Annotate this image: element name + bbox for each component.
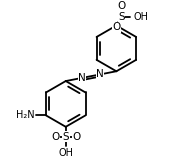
Text: S: S [118, 12, 125, 22]
Text: OH: OH [58, 148, 73, 158]
Text: O: O [72, 132, 80, 142]
Text: O: O [117, 1, 125, 11]
Text: S: S [62, 132, 69, 142]
Text: O: O [51, 132, 59, 142]
Text: OH: OH [134, 12, 149, 22]
Text: H₂N: H₂N [16, 110, 34, 120]
Text: N: N [78, 73, 86, 83]
Text: O: O [112, 22, 121, 32]
Text: N: N [96, 69, 104, 79]
